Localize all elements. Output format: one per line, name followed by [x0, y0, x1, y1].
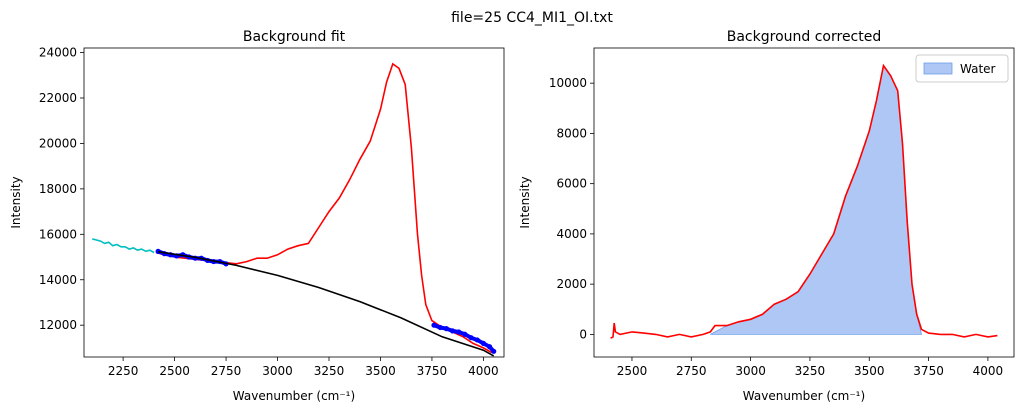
y-tick-label: 0: [579, 327, 587, 341]
x-tick-label: 3250: [314, 364, 345, 378]
x-tick-label: 3000: [735, 364, 766, 378]
x-axis-label: Wavenumber (cm⁻¹): [743, 389, 865, 403]
y-axis-label: Intensity: [9, 176, 23, 228]
y-axis-label: Intensity: [518, 176, 532, 228]
figure-suptitle: file=25 CC4_MI1_OI.txt: [451, 10, 613, 26]
plot-area: [610, 63, 998, 339]
baseline-point: [486, 344, 493, 350]
baseline-point: [456, 329, 462, 335]
x-tick-label: 2250: [108, 364, 139, 378]
legend-box: [915, 54, 1009, 83]
baseline-point: [480, 340, 487, 346]
spectrum-line: [155, 62, 492, 354]
plot-area: [91, 62, 497, 357]
y-tick-label: 12000: [39, 318, 77, 332]
x-axis-label: Wavenumber (cm⁻¹): [233, 389, 355, 403]
y-tick-label: 18000: [39, 182, 77, 196]
baseline-point: [491, 348, 497, 354]
x-tick-label: 3750: [417, 364, 448, 378]
baseline-point: [468, 335, 474, 341]
y-tick-label: 14000: [39, 273, 77, 287]
x-tick-label: 4000: [973, 364, 1004, 378]
axes-frame: [593, 47, 1015, 358]
plot-background-corrected: Background corrected 2500 2750 3000 3250 3500…: [518, 29, 1015, 403]
chart-title: Background fit: [243, 29, 346, 45]
x-tick-label: 3000: [262, 364, 293, 378]
y-tick-label: 20000: [39, 136, 77, 150]
y-tick-label: 4000: [556, 227, 587, 241]
baseline-point: [449, 328, 456, 334]
y-tick-label: 22000: [39, 91, 77, 105]
x-tick-label: 2500: [617, 364, 648, 378]
legend-swatch-water: [923, 62, 953, 75]
y-tick-label: 8000: [556, 126, 587, 140]
baseline-point: [474, 337, 480, 343]
x-tick-label: 4000: [468, 364, 499, 378]
y-tick-label: 24000: [39, 46, 77, 60]
x-tick-label: 2750: [676, 364, 707, 378]
axes-frame: [83, 47, 505, 358]
baseline-point: [462, 331, 468, 337]
baseline-point: [437, 324, 443, 331]
spectrum-line: [610, 63, 998, 339]
x-tick-label: 3750: [913, 364, 944, 378]
baseline-point: [431, 322, 437, 328]
baseline-point: [443, 325, 449, 332]
x-tick-label: 2500: [159, 364, 190, 378]
excluded-region-line: [91, 238, 155, 254]
x-tick-label: 3250: [795, 364, 826, 378]
x-tick-label: 2750: [211, 364, 242, 378]
chart-title: Background corrected: [727, 29, 882, 45]
water-filled-area: [710, 64, 923, 335]
y-tick-label: 2000: [556, 277, 587, 291]
baseline-fit-line: [157, 251, 495, 357]
x-tick-label: 3500: [854, 364, 885, 378]
y-tick-label: 6000: [556, 177, 587, 191]
plot-background-fit: Background fit 2250 2500 2750 3000 3250 3500 37…: [9, 29, 505, 403]
y-tick-label: 16000: [39, 227, 77, 241]
y-tick-label: 10000: [549, 76, 587, 90]
legend-label-water: Water: [960, 62, 996, 76]
x-tick-label: 3500: [365, 364, 396, 378]
